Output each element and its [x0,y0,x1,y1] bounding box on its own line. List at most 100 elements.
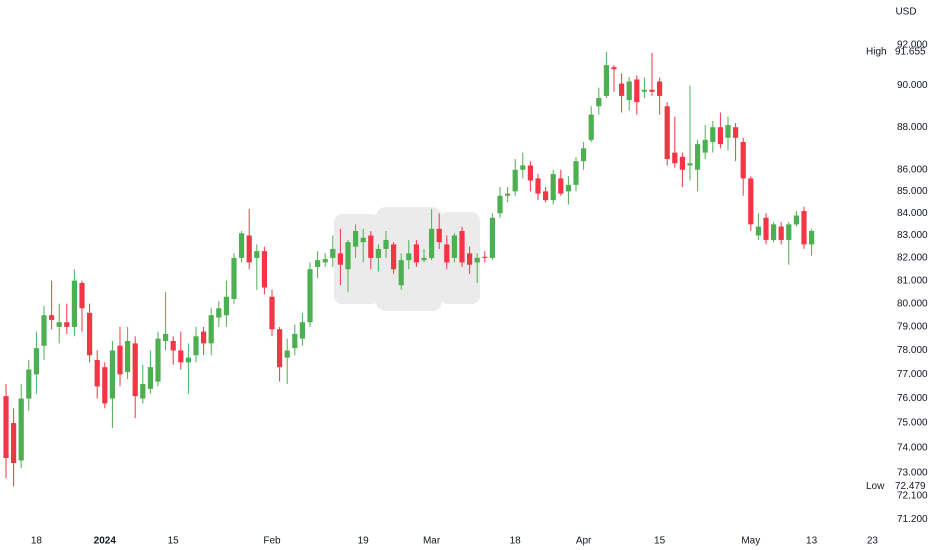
y-tick-label: 73.000 [897,468,928,479]
candle-body [451,235,457,258]
y-tick-label: 74.000 [897,443,928,454]
y-tick-label: 81.000 [897,275,928,286]
y-tick-label: 72.100 [897,491,928,502]
y-tick-label: 90.000 [897,80,928,91]
y-tick-label: 71.200 [897,514,928,525]
candle-body [155,338,161,382]
candle-body [763,217,769,240]
candle-body [634,79,640,103]
candle-body [725,125,731,138]
candle-body [793,215,799,225]
candle-body [801,211,807,245]
x-tick-label: 18 [510,536,522,547]
candle-body [520,165,526,170]
candle-body [140,383,146,399]
candle-body [49,315,55,320]
candle-body [543,191,549,201]
candle-body [71,280,77,327]
candle-body [208,315,214,344]
x-tick-label: Feb [263,536,281,547]
candle-body [588,114,594,140]
candle-body [117,345,123,375]
candle-body [467,253,473,265]
candle-body [345,242,351,270]
candle-body [527,165,533,181]
candle-body [558,178,564,194]
candle-body [778,226,784,240]
candle-body [687,163,693,166]
x-tick-label: 2024 [94,536,117,547]
y-tick-label: 88.000 [897,122,928,133]
candle-body [505,193,511,196]
x-tick-label: 18 [31,536,43,547]
candle-body [178,350,184,363]
candle-body [550,174,556,201]
candle-body [755,226,761,236]
candle-body [41,315,47,346]
candle-body [239,233,245,258]
candle-body [223,296,229,316]
candle-body [459,231,465,263]
candle-body [3,396,9,458]
candle-body [201,331,207,344]
candle-body [18,398,24,461]
candle-body [444,244,450,263]
candle-body [535,178,541,194]
candle-body [231,257,237,299]
candle-body [603,65,609,96]
x-tick-label: 15 [168,536,180,547]
candle-body [436,228,442,243]
currency-label: USD [895,7,916,18]
x-tick-label: 19 [358,536,370,547]
candle-body [56,322,62,327]
candle-body [292,333,298,349]
y-tick-label: 83.000 [897,230,928,241]
candle-body [482,256,488,258]
candle-body [26,369,32,399]
candle-body [413,244,419,263]
candle-body [125,341,131,372]
candle-body [649,89,655,92]
candle-body [626,81,632,101]
candle-body [657,81,663,96]
y-tick-label: 84.000 [897,208,928,219]
candle-body [102,367,108,404]
candle-body [375,248,381,258]
candle-body [421,257,427,261]
candle-body [695,144,701,170]
y-tick-label: 79.000 [897,322,928,333]
candle-body [216,308,222,318]
candle-body [254,251,260,258]
candle-body [322,259,328,263]
candle-body [611,67,617,70]
candle-body [64,322,70,327]
candle-body [771,224,777,240]
x-tick-label: 23 [867,536,879,547]
candle-body [497,195,503,214]
candle-body [679,156,685,170]
candle-body [185,357,191,363]
annotation-label: High [866,47,887,58]
candle-body [330,248,336,258]
candle-body [429,228,435,258]
candle-body [261,251,267,288]
candle-body [672,152,678,164]
y-tick-label: 76.000 [897,393,928,404]
candle-body [94,359,100,387]
y-tick-label: 78.000 [897,345,928,356]
candle-body [132,343,138,397]
candle-body [786,224,792,240]
y-tick-label: 80.000 [897,298,928,309]
y-tick-label: 92.000 [897,40,928,51]
x-tick-label: Apr [576,536,592,547]
candle-body [406,253,412,261]
candle-body [315,260,321,267]
candle-body [246,235,252,263]
candle-body [641,89,647,92]
candle-body [170,341,176,351]
x-tick-label: 13 [806,536,818,547]
candle-body [87,312,93,356]
candle-body [664,106,670,160]
